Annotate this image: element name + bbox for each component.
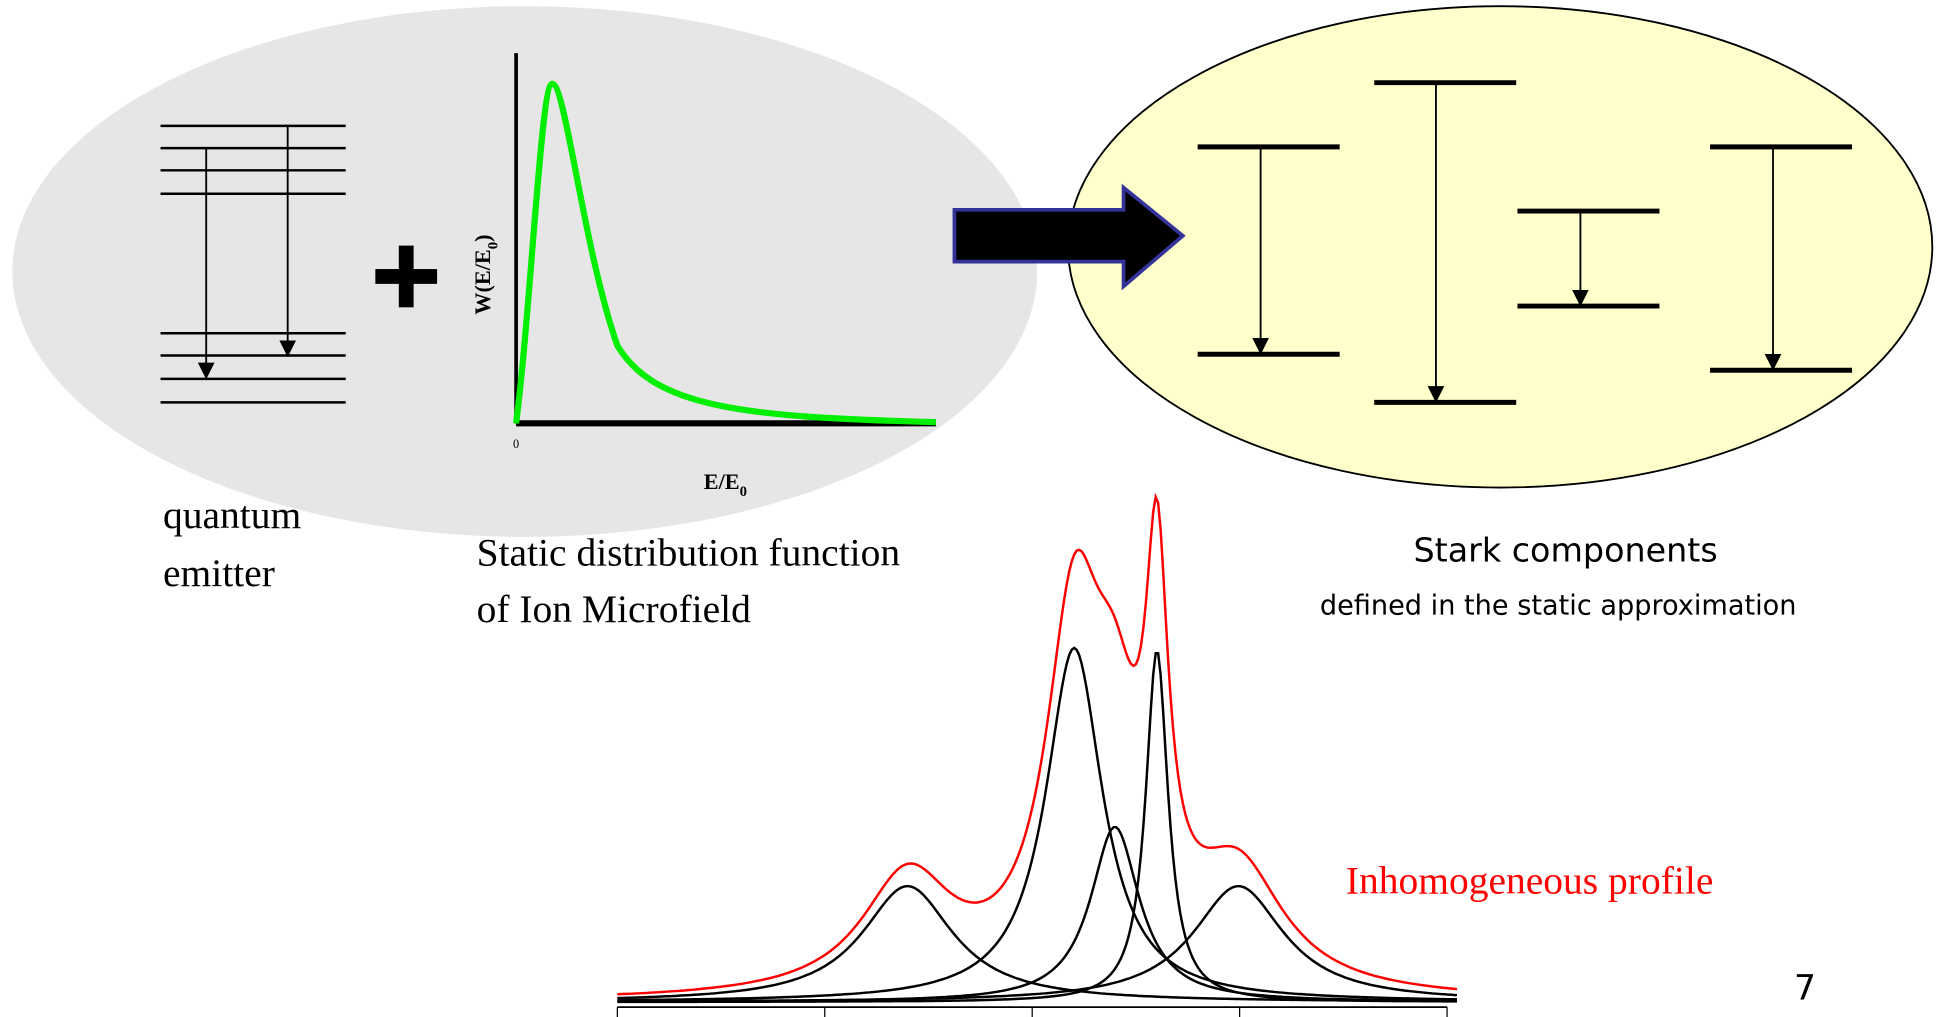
y-label-sub: 0 [486, 242, 502, 249]
profile-curve [617, 492, 1458, 996]
distribution-caption: of Ion Microfield [477, 587, 752, 631]
component-curve [617, 884, 1458, 1003]
component-curve [617, 652, 1457, 1004]
big-arrow [952, 183, 1186, 291]
origin-label: 0 [513, 437, 519, 451]
plus-sign [375, 245, 438, 308]
emitter-label: quantum [163, 493, 302, 537]
stark-title: Stark components [1413, 531, 1717, 570]
distribution-curve [513, 80, 936, 426]
y-label-close: ) [470, 234, 495, 241]
y-label-main: W(E/E [470, 249, 495, 314]
distribution-caption: Static distribution function [477, 530, 901, 574]
page-number: 7 [1794, 969, 1816, 1009]
plus-bar [398, 245, 414, 308]
x-label-main: E/E [704, 469, 740, 494]
component-curve [617, 646, 1458, 1002]
distribution-plot: 0 E/E0 W(E/E0) [470, 53, 936, 500]
emitter-label: emitter [163, 551, 275, 595]
x-axis-label: E/E0 [704, 469, 747, 500]
stark-ellipse [1067, 5, 1934, 489]
emitter-levels [160, 124, 346, 404]
input-ellipse [12, 6, 1038, 537]
x-label-sub: 0 [740, 484, 747, 500]
y-axis-label: W(E/E0) [470, 234, 501, 314]
profile-label: Inhomogeneous profile [1346, 859, 1714, 903]
profile-plot [616, 492, 1458, 1017]
stark-subtitle: defined in the static approximation [1320, 591, 1797, 622]
stark-levels [1197, 80, 1853, 405]
component-curve [617, 825, 1457, 1003]
